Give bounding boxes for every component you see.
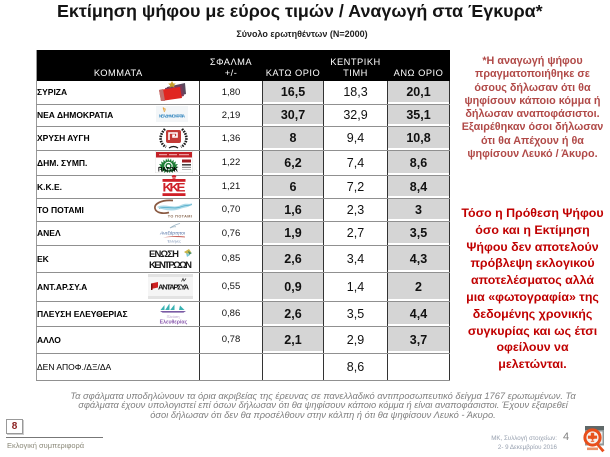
svg-text:ΚΚΕ: ΚΚΕ — [163, 180, 186, 194]
svg-text:Ανεξάρτητοι: Ανεξάρτητοι — [159, 231, 185, 237]
svg-text:ΝΕΑ ΔΗΜΟΚΡΑΤΙΑ: ΝΕΑ ΔΗΜΟΚΡΑΤΙΑ — [159, 114, 185, 119]
svg-text:ΚΕΝΤΡΩΩΝ: ΚΕΝΤΡΩΩΝ — [149, 260, 192, 271]
svg-text:ΠΑΣΟΚ: ΠΑΣΟΚ — [158, 168, 179, 174]
svg-text:M.R: M.R — [590, 438, 596, 442]
svg-text:Ελευθερίας: Ελευθερίας — [160, 320, 188, 326]
svg-text:ΕΝΩΣΗ: ΕΝΩΣΗ — [149, 249, 179, 260]
svg-text:ΤΟ ΠΟΤΑΜΙ: ΤΟ ΠΟΤΑΜΙ — [168, 215, 192, 219]
svg-text:Έλληνες: Έλληνες — [166, 240, 181, 244]
svg-text:ΑΝΤΑΡΣΥΑ: ΑΝΤΑΡΣΥΑ — [158, 283, 190, 292]
svg-text:Πλεύση: Πλεύση — [167, 315, 180, 319]
